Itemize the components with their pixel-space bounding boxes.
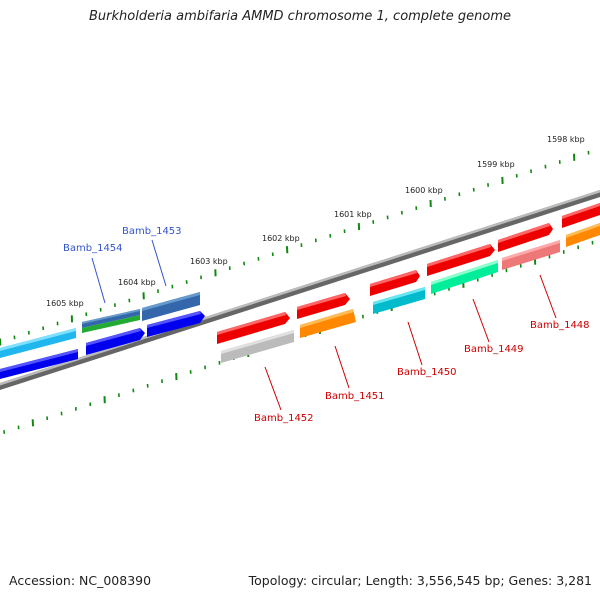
gene-label-bamb-1450: Bamb_1450 <box>397 367 457 378</box>
lower-scale-ruler <box>4 241 593 434</box>
map-title: Burkholderia ambifaria AMMD chromosome 1… <box>0 9 600 24</box>
scale-label-1600: 1600 kbp <box>405 186 443 195</box>
gene-label-bamb-1454: Bamb_1454 <box>63 243 123 254</box>
gene-label-bamb-1448: Bamb_1448 <box>530 320 590 331</box>
gene-label-bamb-1453: Bamb_1453 <box>122 226 182 237</box>
gene-label-bamb-1452: Bamb_1452 <box>254 413 314 424</box>
genome-summary-text: Topology: circular; Length: 3,556,545 bp… <box>249 573 592 588</box>
scale-label-1605: 1605 kbp <box>46 299 84 308</box>
scale-label-1603: 1603 kbp <box>190 257 228 266</box>
accession-text: Accession: NC_008390 <box>9 573 151 588</box>
gene-bamb-1450[interactable] <box>370 270 425 314</box>
scale-label-1604: 1604 kbp <box>118 278 156 287</box>
gene-bamb-1451[interactable] <box>297 293 356 338</box>
scale-label-1601: 1601 kbp <box>334 210 372 219</box>
gene-label-bamb-1449: Bamb_1449 <box>464 344 524 355</box>
gene-bamb-1452[interactable] <box>217 312 294 363</box>
scale-label-1598: 1598 kbp <box>547 135 585 144</box>
gene-label-bamb-1451: Bamb_1451 <box>325 391 385 402</box>
scale-label-1602: 1602 kbp <box>262 234 300 243</box>
gene-bamb-1448[interactable] <box>498 223 560 270</box>
scale-label-1599: 1599 kbp <box>477 160 515 169</box>
chromosome-backbone <box>0 190 600 390</box>
